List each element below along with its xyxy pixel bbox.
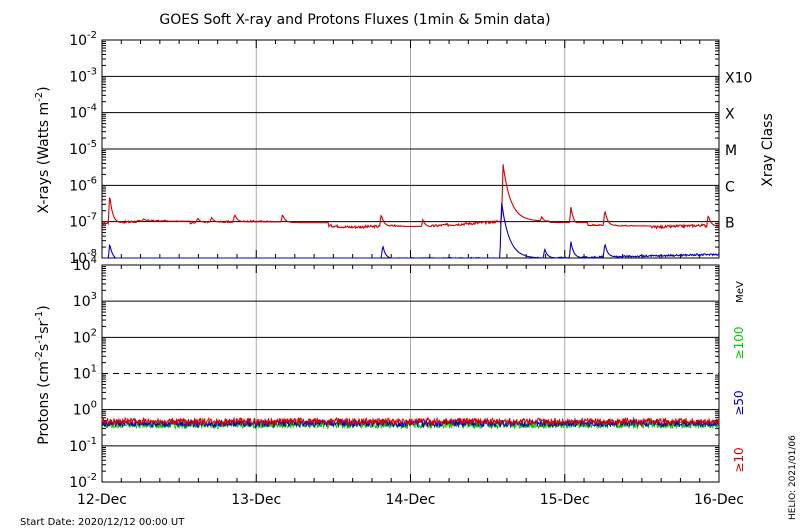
proton-channel-label: ≥10 <box>732 447 746 472</box>
proton-tick-label: 10-2 <box>69 472 97 491</box>
proton-series-line <box>101 416 720 427</box>
xray-panel: 10-810-710-610-510-410-310-2BCMXX10Xray … <box>34 30 776 267</box>
xray-long-series-line <box>101 164 720 230</box>
xray-class-label: C <box>725 179 735 195</box>
proton-channel-label: ≥50 <box>732 390 746 415</box>
xray-y-axis-title: X-rays (Watts m-2) <box>34 86 52 213</box>
xray-tick-label: 10-6 <box>69 175 97 194</box>
x-tick-label: 14-Dec <box>386 492 436 508</box>
xray-tick-label: 10-3 <box>69 66 97 85</box>
xray-class-label: X10 <box>725 70 752 86</box>
xray-tick-label: 10-5 <box>69 139 97 158</box>
xray-short-series-line <box>102 202 720 260</box>
proton-units-label: MeV <box>735 281 746 303</box>
proton-y-axis-title: Protons (cm-2s-1sr-1) <box>34 305 52 444</box>
proton-tick-label: 100 <box>73 400 97 419</box>
x-tick-label: 16-Dec <box>694 492 744 508</box>
proton-plot-frame <box>101 264 720 483</box>
proton-tick-label: 10-1 <box>69 436 97 455</box>
proton-tick-label: 101 <box>73 364 97 383</box>
xray-class-axis-title: Xray Class <box>760 113 776 187</box>
xray-tick-label: 10-4 <box>69 103 97 122</box>
xray-tick-label: 10-7 <box>69 212 97 231</box>
xray-tick-label: 10-2 <box>69 30 97 49</box>
proton-tick-label: 103 <box>73 291 97 310</box>
start-date-label: Start Date: 2020/12/12 00:00 UT <box>20 517 185 528</box>
x-tick-label: 13-Dec <box>231 492 281 508</box>
proton-tick-label: 104 <box>73 255 97 274</box>
credit-label: HELIO: 2021/01/06 <box>788 435 798 520</box>
proton-tick-label: 102 <box>73 327 97 346</box>
xray-class-label: X <box>725 107 735 123</box>
xray-class-label: M <box>725 143 737 159</box>
xray-class-label: B <box>725 216 735 232</box>
x-tick-label: 15-Dec <box>540 492 590 508</box>
x-tick-label: 12-Dec <box>77 492 127 508</box>
proton-channel-label: ≥100 <box>732 327 746 360</box>
proton-panel: 10-2 10-1 100 101 102 103 104 ≥100 ≥50 ≥10 MeV Prot… <box>34 255 746 491</box>
chart-title: GOES Soft X-ray and Protons Fluxes (1min… <box>159 12 550 28</box>
